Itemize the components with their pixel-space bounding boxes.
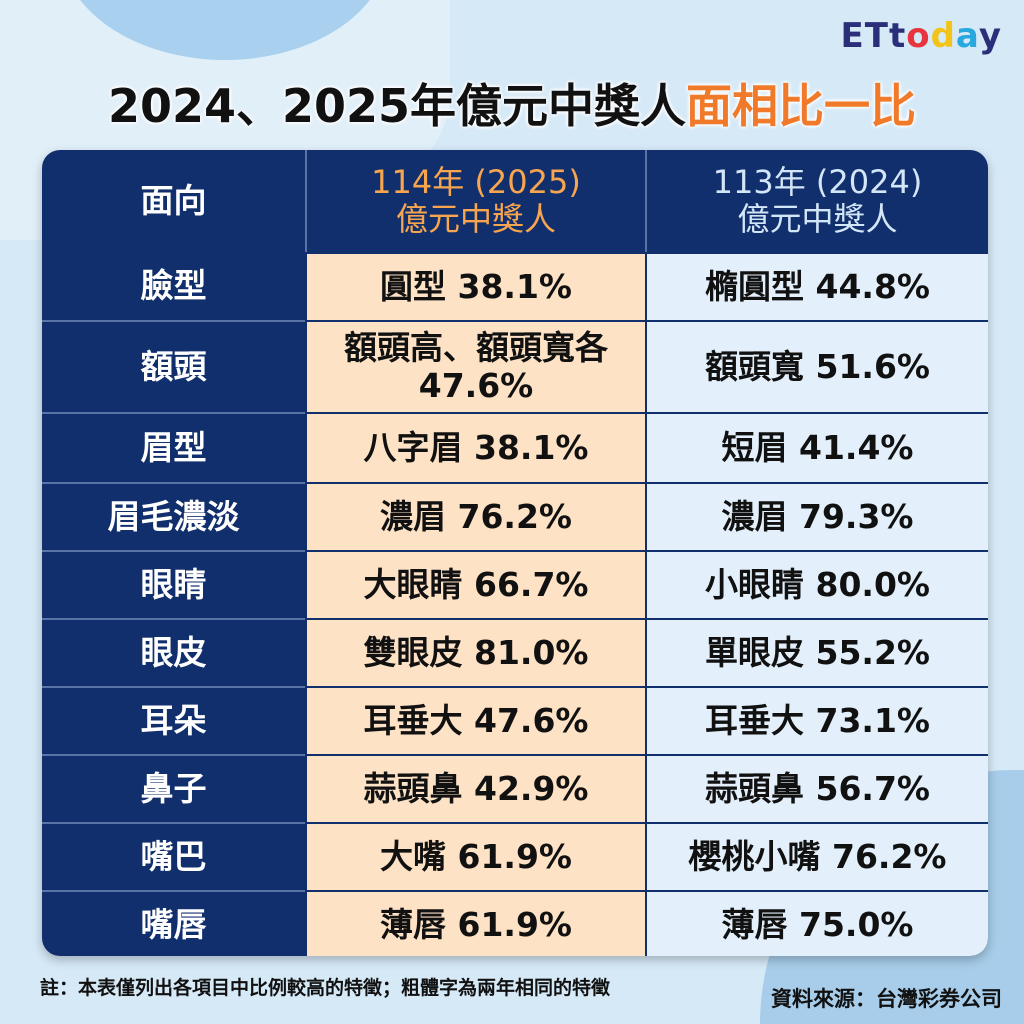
footnote: 註：本表僅列出各項目中比例較高的特徵；粗體字為兩年相同的特徵: [40, 977, 611, 999]
cell-y2024: 耳垂大 73.1%: [645, 686, 988, 754]
cell-y2025: 蒜頭鼻 42.9%: [305, 754, 645, 822]
logo-letter: T: [864, 16, 889, 56]
ettoday-logo: ETtoday: [841, 16, 1002, 56]
cell-aspect: 耳朵: [42, 686, 305, 754]
cell-y2025: 八字眉 38.1%: [305, 412, 645, 482]
table-row: 額頭 額頭高、額頭寬各 47.6% 額頭寬 51.6%: [42, 320, 988, 412]
logo-letter: a: [955, 16, 979, 56]
cell-aspect: 眉型: [42, 412, 305, 482]
page-title: 2024、2025年億元中獎人面相比一比: [0, 70, 1024, 136]
source-credit: 資料來源：台灣彩券公司: [771, 987, 1002, 1011]
title-main: 2024、2025年億元中獎人: [107, 79, 687, 133]
header-2024-line1: 113年 (2024): [712, 163, 923, 202]
cell-y2024: 小眼睛 80.0%: [645, 550, 988, 618]
logo-letter: t: [888, 16, 907, 56]
cell-y2025: 濃眉 76.2%: [305, 482, 645, 550]
cell-y2024: 薄唇 75.0%: [645, 890, 988, 956]
header-2024: 113年 (2024) 億元中獎人: [645, 150, 988, 252]
cell-y2024: 額頭寬 51.6%: [645, 320, 988, 412]
cell-y2024: 櫻桃小嘴 76.2%: [645, 822, 988, 890]
table-row: 眉毛濃淡 濃眉 76.2% 濃眉 79.3%: [42, 482, 988, 550]
cell-y2024: 濃眉 79.3%: [645, 482, 988, 550]
table-row: 眼皮 雙眼皮 81.0% 單眼皮 55.2%: [42, 618, 988, 686]
table-row: 眼睛 大眼睛 66.7% 小眼睛 80.0%: [42, 550, 988, 618]
cell-y2024: 單眼皮 55.2%: [645, 618, 988, 686]
table-row: 嘴唇 薄唇 61.9% 薄唇 75.0%: [42, 890, 988, 956]
cell-aspect: 鼻子: [42, 754, 305, 822]
cell-y2025: 薄唇 61.9%: [305, 890, 645, 956]
cell-aspect: 眼睛: [42, 550, 305, 618]
cell-y2025: 圓型 38.1%: [305, 252, 645, 320]
cell-aspect: 嘴巴: [42, 822, 305, 890]
cell-aspect: 眉毛濃淡: [42, 482, 305, 550]
table-header-row: 面向 114年 (2025) 億元中獎人 113年 (2024) 億元中獎人: [42, 150, 988, 252]
cell-aspect: 眼皮: [42, 618, 305, 686]
logo-letter: y: [978, 16, 1002, 56]
cell-y2025: 大嘴 61.9%: [305, 822, 645, 890]
cell-y2024: 蒜頭鼻 56.7%: [645, 754, 988, 822]
header-2025-line1: 114年 (2025): [371, 163, 581, 202]
comparison-table: 面向 114年 (2025) 億元中獎人 113年 (2024) 億元中獎人 臉型圓…: [42, 150, 988, 956]
cell-y2025: 雙眼皮 81.0%: [305, 618, 645, 686]
table-row: 眉型 八字眉 38.1% 短眉 41.4%: [42, 412, 988, 482]
cell-y2024: 短眉 41.4%: [645, 412, 988, 482]
cell-aspect: 額頭: [42, 320, 305, 412]
table-row: 鼻子 蒜頭鼻 42.9% 蒜頭鼻 56.7%: [42, 754, 988, 822]
table-row: 臉型 圓型 38.1% 橢圓型 44.8%: [42, 252, 988, 320]
header-2024-line2: 億元中獎人: [737, 200, 898, 238]
header-2025-line2: 億元中獎人: [395, 200, 556, 238]
logo-letter: d: [930, 16, 956, 56]
cell-y2024: 橢圓型 44.8%: [645, 252, 988, 320]
header-aspect: 面向: [140, 181, 207, 221]
cell-y2025: 大眼睛 66.7%: [305, 550, 645, 618]
cell-y2025: 額頭高、額頭寬各 47.6%: [305, 320, 645, 412]
cell-aspect: 嘴唇: [42, 890, 305, 956]
logo-letter: o: [906, 16, 931, 56]
cell-aspect: 臉型: [140, 266, 207, 306]
logo-letter: E: [840, 16, 865, 56]
cell-y2025: 耳垂大 47.6%: [305, 686, 645, 754]
title-highlight: 面相比一比: [686, 79, 917, 133]
table-row: 耳朵 耳垂大 47.6% 耳垂大 73.1%: [42, 686, 988, 754]
table-row: 嘴巴 大嘴 61.9% 櫻桃小嘴 76.2%: [42, 822, 988, 890]
header-2025: 114年 (2025) 億元中獎人: [305, 150, 645, 252]
